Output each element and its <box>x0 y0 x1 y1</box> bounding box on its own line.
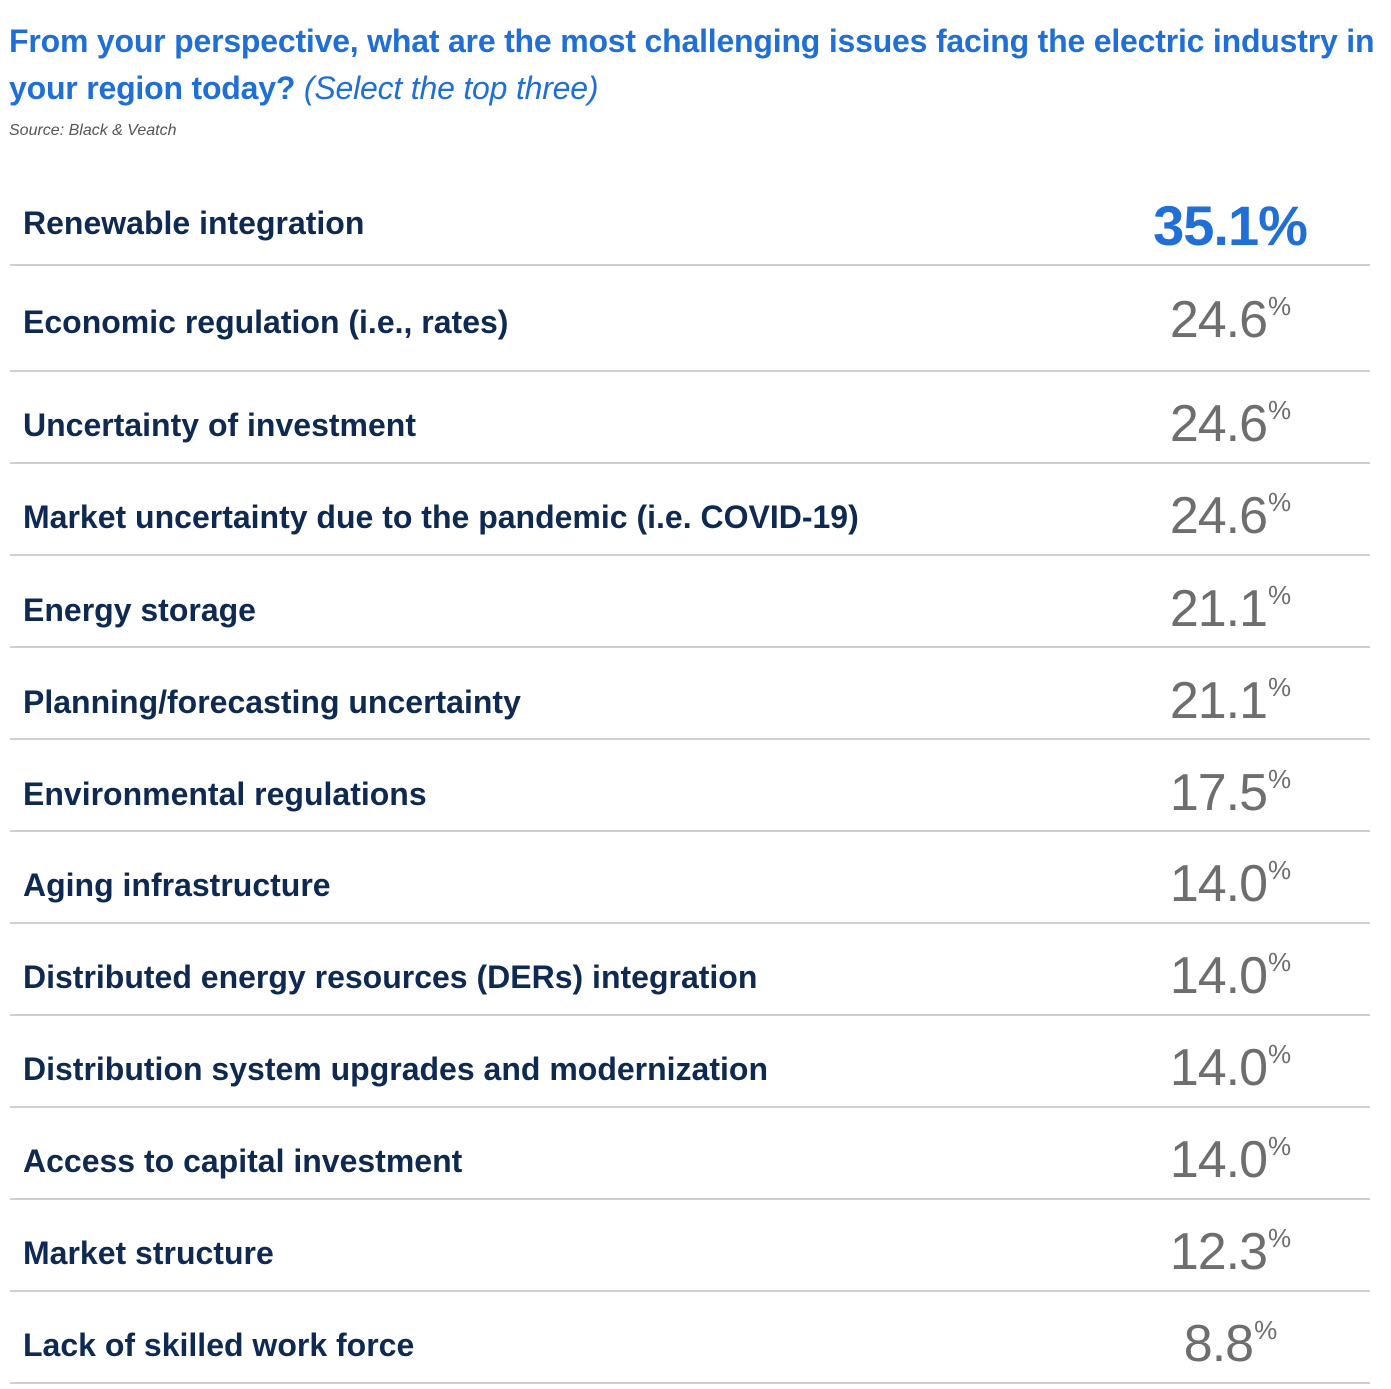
table-row: Environmental regulations 17.5% <box>10 740 1370 832</box>
row-value: 14.0% <box>1130 1130 1330 1190</box>
row-label: Distributed energy resources (DERs) inte… <box>23 959 758 995</box>
row-label: Market uncertainty due to the pandemic (… <box>23 499 859 535</box>
value-number: 14.0 <box>1169 947 1268 1005</box>
percent-sign: % <box>1268 580 1291 610</box>
source-note: Source: Black & Veatch <box>9 122 177 139</box>
percent-sign: % <box>1268 395 1291 425</box>
table-row: Access to capital investment 14.0% <box>10 1108 1370 1200</box>
value-number: 21.1 <box>1169 672 1268 730</box>
value-number: 17.5 <box>1169 764 1268 822</box>
row-label: Environmental regulations <box>23 776 427 812</box>
percent-sign: % <box>1268 855 1291 885</box>
row-value: 24.6% <box>1130 394 1330 454</box>
table-row: Energy storage 21.1% <box>10 556 1370 648</box>
value-number: 24.6 <box>1169 487 1268 545</box>
table-row: Distributed energy resources (DERs) inte… <box>10 924 1370 1016</box>
row-label: Economic regulation (i.e., rates) <box>23 304 509 340</box>
results-table: Renewable integration 35.1% Economic regul… <box>10 173 1370 1384</box>
table-row: Renewable integration 35.1% <box>10 173 1370 266</box>
percent-sign: % <box>1268 947 1291 977</box>
value-number: 14.0 <box>1169 1039 1268 1097</box>
row-value: 14.0% <box>1130 946 1330 1006</box>
row-label: Access to capital investment <box>23 1143 463 1179</box>
table-row: Aging infrastructure 14.0% <box>10 832 1370 924</box>
value-number: 12.3 <box>1169 1223 1268 1281</box>
percent-sign: % <box>1268 291 1291 321</box>
chart-subtitle: (Select the top three) <box>303 70 599 106</box>
percent-sign: % <box>1258 194 1308 257</box>
row-value: 17.5% <box>1130 763 1330 823</box>
percent-sign: % <box>1268 764 1291 794</box>
row-label: Market structure <box>23 1235 274 1271</box>
row-label: Renewable integration <box>23 205 365 241</box>
percent-sign: % <box>1268 1039 1291 1069</box>
value-number: 24.6 <box>1169 395 1268 453</box>
row-value: 14.0% <box>1130 1038 1330 1098</box>
value-number: 24.6 <box>1169 291 1268 349</box>
table-row: Uncertainty of investment 24.6% <box>10 372 1370 464</box>
chart-header: From your perspective, what are the most… <box>9 18 1379 140</box>
percent-sign: % <box>1268 1131 1291 1161</box>
percent-sign: % <box>1268 487 1291 517</box>
row-value: 21.1% <box>1130 579 1330 639</box>
value-number: 14.0 <box>1169 1131 1268 1189</box>
chart-title-text: From your perspective, what are the most… <box>9 23 1375 106</box>
row-value: 14.0% <box>1130 854 1330 914</box>
row-label: Planning/forecasting uncertainty <box>23 684 521 720</box>
percent-sign: % <box>1268 1223 1291 1253</box>
table-row: Market uncertainty due to the pandemic (… <box>10 464 1370 556</box>
row-value: 12.3% <box>1130 1222 1330 1282</box>
table-row: Distribution system upgrades and moderni… <box>10 1016 1370 1108</box>
value-number: 8.8 <box>1183 1315 1254 1373</box>
value-number: 35.1 <box>1153 194 1259 257</box>
row-value: 24.6% <box>1130 290 1330 350</box>
table-row: Market structure 12.3% <box>10 1200 1370 1292</box>
row-label: Energy storage <box>23 592 256 628</box>
row-value: 24.6% <box>1130 486 1330 546</box>
row-label: Aging infrastructure <box>23 867 331 903</box>
table-row: Economic regulation (i.e., rates) 24.6% <box>10 266 1370 372</box>
percent-sign: % <box>1254 1315 1277 1345</box>
row-value: 35.1% <box>1130 193 1330 258</box>
row-label: Distribution system upgrades and moderni… <box>23 1051 768 1087</box>
row-label: Lack of skilled work force <box>23 1327 415 1363</box>
chart-title: From your perspective, what are the most… <box>9 18 1379 112</box>
table-row: Lack of skilled work force 8.8% <box>10 1292 1370 1384</box>
table-row: Planning/forecasting uncertainty 21.1% <box>10 648 1370 740</box>
row-value: 21.1% <box>1130 671 1330 731</box>
row-value: 8.8% <box>1130 1314 1330 1374</box>
value-number: 21.1 <box>1169 580 1268 638</box>
value-number: 14.0 <box>1169 855 1268 913</box>
row-label: Uncertainty of investment <box>23 407 416 443</box>
percent-sign: % <box>1268 672 1291 702</box>
